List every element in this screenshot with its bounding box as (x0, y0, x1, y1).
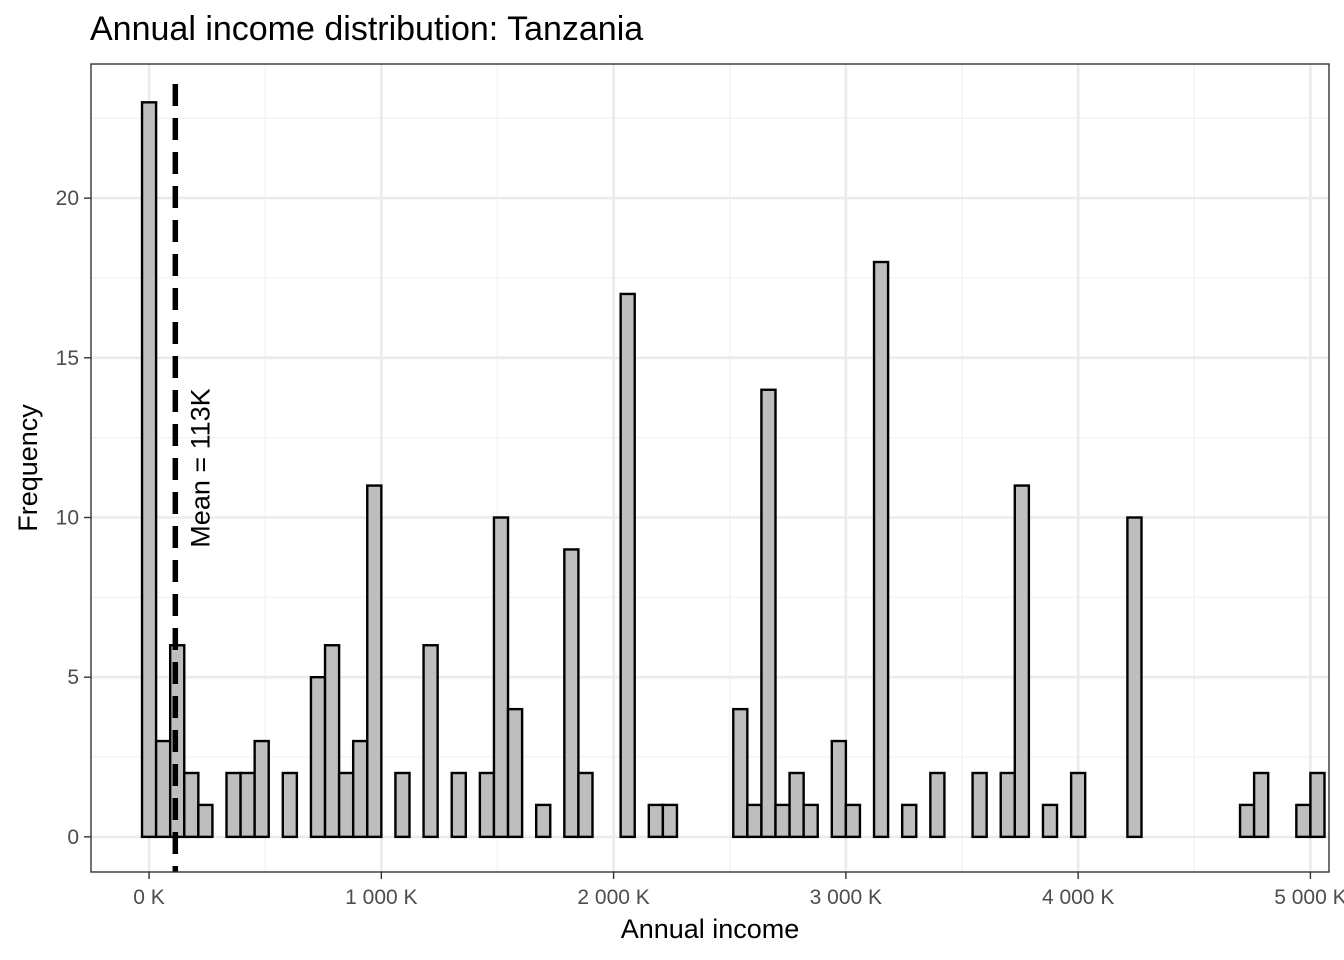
histogram-bar (732, 707, 749, 839)
histogram-bar (478, 771, 496, 839)
x-tick-label: 2 000 K (577, 886, 649, 909)
histogram-bar (422, 644, 439, 839)
histogram-bar (900, 803, 918, 839)
histogram-bar (140, 101, 158, 839)
histogram-bar (971, 771, 988, 839)
histogram-bar (830, 739, 848, 839)
histogram-bar (1295, 803, 1312, 839)
histogram-bar (1252, 771, 1270, 839)
y-tick-label: 5 (67, 666, 79, 689)
histogram-bar (788, 771, 805, 839)
histogram-bar (225, 771, 242, 839)
histogram-bar (366, 484, 383, 839)
histogram-bar (929, 771, 946, 839)
mean-label: Mean = 113K (185, 388, 215, 547)
histogram-bar (999, 771, 1017, 839)
chart-title: Annual income distribution: Tanzania (90, 10, 643, 48)
histogram-bar (1126, 516, 1143, 839)
histogram-bar (351, 739, 369, 839)
histogram-bar (154, 739, 172, 839)
histogram-bar (337, 771, 355, 839)
histogram-bar (492, 516, 510, 839)
histogram-bar (197, 803, 214, 839)
histogram-bar (1238, 803, 1256, 839)
histogram-bar (760, 388, 777, 839)
histogram-bar (323, 644, 341, 839)
y-axis: 0 5 10 15 20 (56, 187, 91, 849)
y-tick-label: 15 (56, 347, 79, 370)
y-tick-label: 20 (56, 187, 79, 210)
y-axis-title: Frequency (13, 404, 43, 532)
histogram-bar (253, 739, 270, 839)
histogram-bar (183, 771, 200, 839)
histogram-bar (309, 675, 327, 839)
histogram-bar (844, 803, 862, 839)
histogram-bar (281, 771, 299, 839)
histogram-bar (506, 707, 524, 839)
histogram-bar (619, 292, 636, 839)
x-tick-label: 4 000 K (1042, 886, 1114, 909)
histogram-bar (1309, 771, 1326, 839)
histogram-bars (140, 101, 1326, 839)
histogram-bar (1013, 484, 1031, 839)
x-axis: 0 K 1 000 K 2 000 K 3 000 K 4 000 K 5 000 K (133, 872, 1344, 909)
histogram-bar (239, 771, 256, 839)
y-tick-label: 10 (56, 507, 79, 530)
histogram-bar (746, 803, 763, 839)
histogram-bar (1069, 771, 1087, 839)
histogram-bar (394, 771, 411, 839)
histogram-bar (802, 803, 819, 839)
histogram-bar (534, 803, 552, 839)
histogram-bar (577, 771, 594, 839)
histogram-bar (647, 803, 665, 839)
plot-panel (91, 64, 1329, 872)
histogram-bar (563, 548, 580, 839)
mean-marker: Mean = 113K (172, 84, 215, 872)
x-tick-label: 5 000 K (1274, 886, 1344, 909)
histogram-bar (774, 803, 791, 839)
histogram-bar (450, 771, 467, 839)
histogram-bar (1041, 803, 1059, 839)
x-tick-label: 0 K (133, 886, 165, 909)
x-tick-label: 3 000 K (810, 886, 882, 909)
x-tick-label: 1 000 K (345, 886, 417, 909)
histogram-bar (872, 260, 890, 839)
y-tick-label: 0 (67, 826, 79, 849)
histogram-bar (661, 803, 679, 839)
x-axis-title: Annual income (621, 914, 800, 944)
plot-panel-border (90, 63, 1330, 873)
